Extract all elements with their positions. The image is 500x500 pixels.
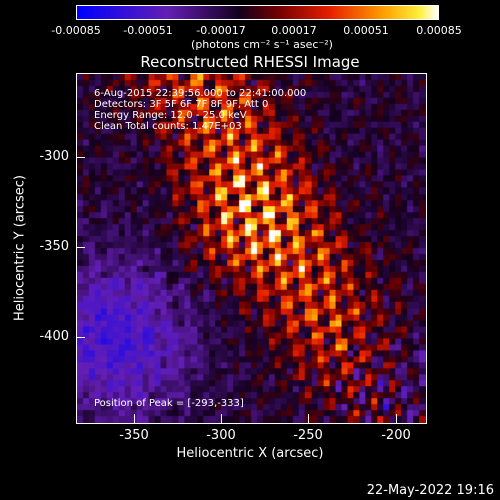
x-axis-tick <box>221 414 222 423</box>
colorbar-tick-label: -0.00017 <box>196 24 246 37</box>
x-axis-tick-label: -200 <box>381 428 411 443</box>
colorbar-tick-label: 0.00017 <box>271 24 317 37</box>
y-axis-tick-label: -300 <box>39 149 69 164</box>
rhessi-image-frame <box>76 73 427 424</box>
plot-title: Reconstructed RHESSI Image <box>140 53 360 71</box>
colorbar-tick-label: 0.00085 <box>416 24 462 37</box>
overlay-peak-position: Position of Peak = [-293,-333] <box>94 398 244 409</box>
y-axis-tick-label: -400 <box>39 329 69 344</box>
y-axis-tick <box>76 157 85 158</box>
colorbar-tick-label: -0.00085 <box>51 24 101 37</box>
colorbar-tick-label: -0.00051 <box>123 24 173 37</box>
y-axis-tick <box>76 337 85 338</box>
render-timestamp: 22-May-2022 19:16 <box>366 483 494 498</box>
y-axis-tick <box>76 247 85 248</box>
colorbar <box>76 5 439 20</box>
x-axis-tick <box>396 414 397 423</box>
overlay-energy-range: Energy Range: 12.0 - 25.0 keV <box>94 110 247 121</box>
y-axis-tick-label: -350 <box>39 239 69 254</box>
x-axis-label: Heliocentric X (arcsec) <box>176 446 324 461</box>
x-axis-tick-label: -250 <box>293 428 323 443</box>
rhessi-image <box>77 74 426 423</box>
overlay-detectors: Detectors: 3F 5F 6F 7F 8F 9F, Att 0 <box>94 99 269 110</box>
overlay-counts: Clean Total counts: 1.47E+03 <box>94 121 242 132</box>
x-axis-tick-label: -350 <box>119 428 149 443</box>
y-axis-label: Heliocentric Y (arcsec) <box>12 175 28 321</box>
overlay-time-range: 6-Aug-2015 22:39:56.000 to 22:41:00.000 <box>94 88 307 99</box>
x-axis-tick-label: -300 <box>206 428 236 443</box>
x-axis-tick <box>308 414 309 423</box>
colorbar-tick-label: 0.00051 <box>343 24 389 37</box>
colorbar-unit-label: (photons cm⁻² s⁻¹ asec⁻²) <box>191 38 333 51</box>
x-axis-tick <box>134 414 135 423</box>
